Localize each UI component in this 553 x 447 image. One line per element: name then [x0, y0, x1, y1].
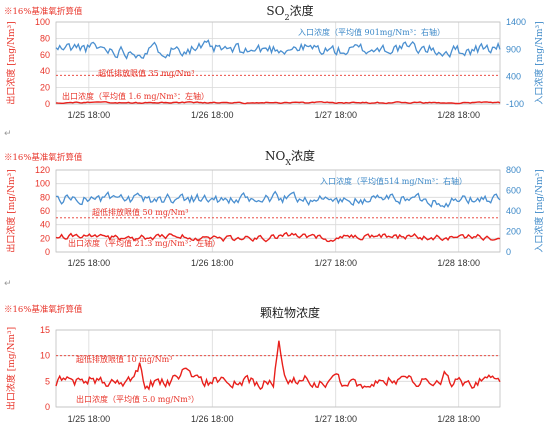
y-tick-label: 80 [40, 33, 50, 43]
y-tick-label: 20 [40, 233, 50, 243]
chart-panel-2: ※16%基准氧折算值 NOX浓度 0 20 40 60 80 100 120 0 200 400 600… [4, 148, 545, 289]
y-tick-label: 5 [45, 376, 50, 386]
y-tick-label: 10 [40, 351, 50, 361]
chart-panel-3: ※16%基准氧折算值 颗粒物浓度 0 5 10 15 1/25 18:00 1/26 18:0… [4, 304, 501, 424]
x-tick-label: 1/26 18:00 [191, 258, 234, 268]
paragraph-mark: ↵ [4, 279, 12, 289]
y2-tick-label: -100 [506, 99, 524, 109]
y-tick-label: 100 [35, 17, 50, 27]
outlet-series-label: 出口浓度（平均值 21.3 mg/Nm³：左轴） [68, 238, 220, 248]
x-tick-label: 1/28 18:00 [437, 110, 480, 120]
x-tick-label: 1/27 18:00 [314, 414, 357, 424]
inlet-series-label: 入口浓度（平均值514 mg/Nm³：右轴） [320, 176, 467, 186]
y2-tick-label: 200 [506, 227, 521, 237]
y-tick-label: 0 [45, 402, 50, 412]
y2-axis-label: 入口浓度 [mg/Nm³] [533, 169, 545, 252]
plot-frame [55, 329, 501, 408]
chart-title: 颗粒物浓度 [260, 305, 320, 320]
y-tick-label: 60 [40, 206, 50, 216]
y-tick-label: 0 [45, 247, 50, 257]
y-tick-label: 100 [35, 179, 50, 189]
y-tick-label: 40 [40, 220, 50, 230]
y-tick-label: 20 [40, 83, 50, 93]
y2-tick-label: 600 [506, 186, 521, 196]
x-tick-label: 1/26 18:00 [191, 414, 234, 424]
y2-axis-label: 入口浓度 [mg/Nm³] [533, 21, 545, 104]
y2-tick-label: 400 [506, 206, 521, 216]
inlet-series-line [55, 39, 501, 60]
x-tick-label: 1/28 18:00 [437, 414, 480, 424]
x-tick-label: 1/27 18:00 [314, 258, 357, 268]
oxygen-basis-note: ※16%基准氧折算值 [4, 6, 83, 17]
y2-tick-label: 400 [506, 72, 521, 82]
outlet-series-line [55, 231, 501, 243]
x-tick-label: 1/26 18:00 [191, 110, 234, 120]
x-tick-label: 1/25 18:00 [68, 110, 111, 120]
y-tick-label: 120 [35, 165, 50, 175]
y-axis-label: 出口浓度 [mg/Nm³] [5, 21, 17, 104]
y-tick-label: 0 [45, 99, 50, 109]
outlet-series-line [55, 101, 501, 105]
y2-tick-label: 800 [506, 165, 521, 175]
y-tick-label: 60 [40, 50, 50, 60]
x-tick-label: 1/25 18:00 [68, 414, 111, 424]
limit-label: 超低排放限值 35 mg/Nm³ [98, 68, 194, 78]
chart-title: NOX浓度 [265, 148, 315, 167]
x-tick-label: 1/28 18:00 [437, 258, 480, 268]
chart-panel-1: ※16%基准氧折算值 SO2浓度 0 20 40 60 80 100 -100 400 900 140… [4, 3, 545, 139]
y2-tick-label: 1400 [506, 17, 526, 27]
oxygen-basis-note: ※16%基准氧折算值 [4, 152, 83, 163]
outlet-series-label: 出口浓度（平均值 5.0 mg/Nm³） [76, 394, 199, 404]
plot-frame [55, 21, 501, 105]
chart-title: SO2浓度 [266, 3, 313, 22]
y-axis-label: 出口浓度 [mg/Nm³] [5, 327, 17, 410]
x-tick-label: 1/25 18:00 [68, 258, 111, 268]
limit-label: 超低排放限值 50 mg/Nm³ [92, 207, 188, 217]
y2-tick-label: 0 [506, 247, 511, 257]
y-axis-label: 出口浓度 [mg/Nm³] [5, 169, 17, 252]
y-tick-label: 80 [40, 192, 50, 202]
inlet-series-line [56, 190, 501, 209]
outlet-series-label: 出口浓度（平均值 1.6 mg/Nm³：左轴） [62, 91, 209, 101]
y-tick-label: 40 [40, 66, 50, 76]
y-tick-label: 15 [40, 325, 50, 335]
outlet-series-line [55, 340, 501, 391]
x-tick-label: 1/27 18:00 [314, 110, 357, 120]
paragraph-mark: ↵ [4, 129, 12, 139]
inlet-series-label: 入口浓度（平均值 901mg/Nm³：右轴） [298, 27, 445, 37]
y2-tick-label: 900 [506, 44, 521, 54]
plot-frame [55, 169, 501, 253]
limit-label: 超低排放限值 10 mg/Nm³ [76, 354, 172, 364]
oxygen-basis-note: ※16%基准氧折算值 [4, 304, 83, 315]
